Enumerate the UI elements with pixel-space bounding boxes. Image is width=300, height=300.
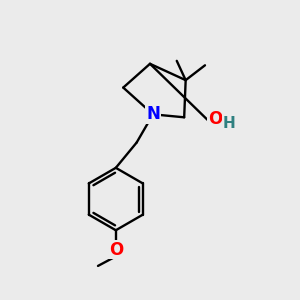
Text: O: O (208, 110, 222, 128)
Text: H: H (222, 116, 235, 131)
Text: O: O (109, 241, 123, 259)
Text: N: N (146, 105, 160, 123)
